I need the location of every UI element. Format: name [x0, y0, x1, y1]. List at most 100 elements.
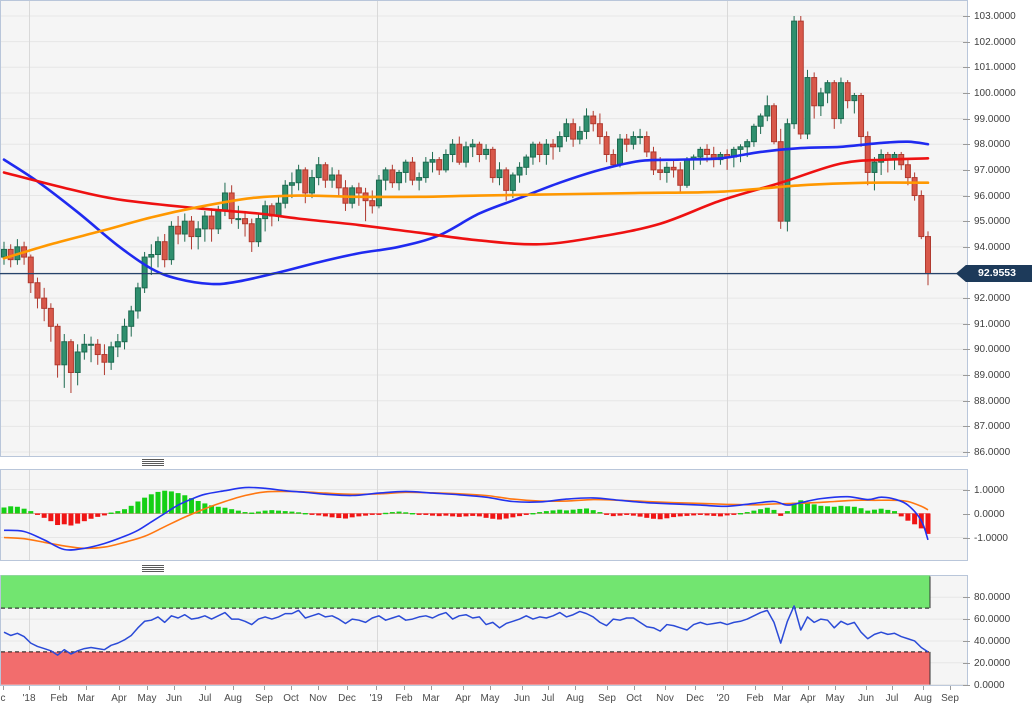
axis-tick-label: 88.0000	[974, 395, 1011, 407]
axis-tick-label: 90.0000	[974, 344, 1011, 356]
axis-tick	[963, 513, 970, 515]
axis-tick	[963, 298, 970, 300]
month-label: Jun	[165, 693, 183, 704]
ma_blue-line	[2, 140, 930, 286]
axis-tick	[463, 686, 464, 690]
axis-tick	[923, 686, 924, 690]
axis-tick-label: 94.0000	[974, 241, 1011, 253]
axis-tick	[892, 686, 893, 690]
ma_orange-line	[2, 181, 930, 260]
axis-tick	[963, 16, 970, 17]
axis-tick-label: 1.0000	[974, 484, 1005, 496]
axis-tick	[86, 686, 87, 690]
month-label: Sep	[941, 693, 959, 704]
axis-tick	[963, 67, 970, 69]
axis-tick	[963, 489, 970, 491]
oversold-band	[1, 651, 930, 685]
axis-tick-label: 0.0000	[974, 679, 1005, 691]
axis-tick	[755, 686, 756, 690]
axis-tick	[29, 686, 30, 690]
month-label: Jun	[857, 693, 875, 704]
axis-tick	[431, 686, 432, 690]
drag-handle-icon[interactable]	[142, 459, 164, 466]
axis-tick	[607, 686, 608, 690]
axis-tick-label: 0.0000	[974, 508, 1005, 520]
axis-tick	[835, 686, 836, 690]
axis-tick-label: 95.0000	[974, 216, 1011, 228]
price-pane[interactable]	[0, 0, 968, 457]
macd-pane[interactable]	[0, 469, 968, 561]
axis-tick-label: -1.0000	[974, 532, 1008, 544]
month-label: May	[480, 693, 500, 704]
month-label: Apr	[111, 693, 127, 704]
axis-tick	[963, 169, 970, 171]
axis-tick	[963, 144, 970, 146]
month-label: Dec	[338, 693, 356, 704]
ma_red-line	[2, 157, 930, 246]
rsi-line	[3, 605, 929, 656]
drag-handle-icon[interactable]	[142, 565, 164, 572]
month-label: Jul	[198, 693, 212, 704]
axis-tick	[963, 41, 970, 43]
month-label: Mar	[77, 693, 95, 704]
axis-tick	[963, 400, 970, 402]
axis-tick-label: 92.0000	[974, 293, 1011, 305]
month-label: Nov	[309, 693, 327, 704]
axis-tick-label: 97.0000	[974, 164, 1011, 176]
axis-tick	[963, 426, 970, 428]
axis-tick	[808, 686, 809, 690]
axis-tick	[119, 686, 120, 690]
axis-tick-label: 102.0000	[974, 36, 1016, 48]
last-price-value: 92.9553	[978, 267, 1016, 279]
axis-tick-label: 98.0000	[974, 139, 1011, 151]
macd-signal-line	[3, 490, 929, 550]
month-label: Jun	[513, 693, 531, 704]
axis-tick	[963, 323, 970, 325]
axis-tick	[264, 686, 265, 690]
axis-tick	[490, 686, 491, 690]
month-label: c	[0, 693, 6, 704]
rsi-pane[interactable]	[0, 575, 968, 686]
month-label: Jul	[541, 693, 555, 704]
axis-tick	[522, 686, 523, 690]
month-label: Feb	[395, 693, 413, 704]
month-label: Apr	[800, 693, 816, 704]
axis-tick	[347, 686, 348, 690]
month-label: May	[137, 693, 157, 704]
month-label: Feb	[746, 693, 764, 704]
month-label: Dec	[686, 693, 704, 704]
axis-tick-label: 103.0000	[974, 11, 1016, 22]
month-label: Aug	[224, 693, 242, 704]
month-label: Sep	[255, 693, 273, 704]
month-label: '18	[22, 693, 36, 704]
axis-tick	[963, 246, 970, 248]
axis-tick	[174, 686, 175, 690]
overbought-band	[1, 575, 930, 609]
month-label: Sep	[598, 693, 616, 704]
axis-tick	[963, 619, 970, 621]
month-label: Apr	[455, 693, 471, 704]
axis-tick	[963, 640, 970, 642]
axis-tick-label: 96.0000	[974, 190, 1011, 202]
axis-tick	[318, 686, 319, 690]
axis-tick	[963, 662, 970, 664]
axis-tick	[147, 686, 148, 690]
time-axis[interactable]: c '18 Feb Mar Apr May Jun Jul Aug Sep Oct Nov Dec '19…	[0, 686, 1032, 707]
axis-tick	[963, 375, 970, 377]
axis-tick-label: 89.0000	[974, 370, 1011, 382]
month-label: Aug	[566, 693, 584, 704]
axis-tick	[723, 686, 724, 690]
month-label: Jul	[885, 693, 899, 704]
price-axis[interactable]: 103.0000 102.0000 101.0000 100.0000 99.0000 9…	[962, 0, 1032, 691]
axis-tick	[963, 537, 970, 539]
month-label: Oct	[626, 693, 642, 704]
month-label: Feb	[50, 693, 68, 704]
axis-tick	[963, 118, 970, 120]
axis-tick	[233, 686, 234, 690]
axis-tick	[3, 686, 4, 690]
axis-tick	[963, 452, 970, 453]
axis-tick	[548, 686, 549, 690]
month-label: '20	[716, 693, 730, 704]
month-label: Mar	[773, 693, 791, 704]
